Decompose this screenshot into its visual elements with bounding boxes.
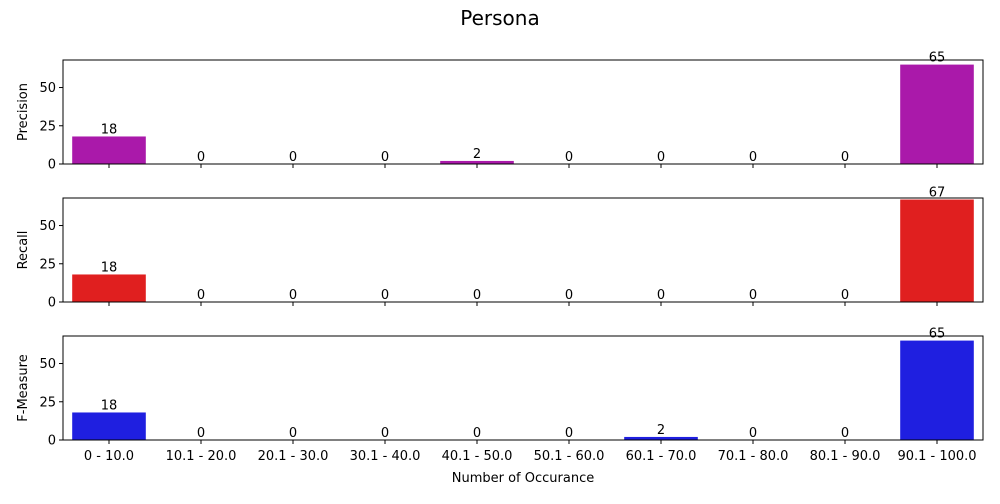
bar-value-label: 0 [473, 426, 481, 441]
x-tick-label: 90.1 - 100.0 [897, 449, 976, 464]
y-tick-label: 25 [39, 119, 56, 134]
bar [900, 199, 974, 302]
x-tick-label: 70.1 - 80.0 [718, 449, 789, 464]
y-tick-label: 50 [39, 81, 56, 96]
bar [440, 160, 514, 164]
panel-precision: 18 0 0 0 2 0 0 0 0 65 0 25 50 Precision [16, 51, 984, 173]
bar-value-label: 67 [929, 186, 946, 201]
bar-value-label: 0 [289, 288, 297, 303]
bar-value-label: 2 [473, 147, 481, 162]
bar-value-label: 0 [381, 426, 389, 441]
bar [72, 136, 146, 164]
y-axis-label: Precision [16, 83, 31, 141]
bar-value-label: 0 [841, 426, 849, 441]
bar-value-label: 0 [657, 288, 665, 303]
bar-value-label: 18 [101, 398, 118, 413]
bar-value-label: 0 [473, 288, 481, 303]
axes-frame [62, 59, 984, 165]
x-tick-label: 50.1 - 60.0 [534, 449, 605, 464]
y-tick-label: 50 [39, 357, 56, 372]
bar-value-label: 18 [101, 260, 118, 275]
bar-value-label: 0 [565, 150, 573, 165]
bar [72, 274, 146, 302]
bar [900, 340, 974, 440]
bar-value-label: 0 [565, 288, 573, 303]
bar-value-label: 0 [197, 426, 205, 441]
y-tick-label: 0 [48, 434, 56, 449]
axes-frame [62, 335, 984, 441]
axes-frame [62, 197, 984, 303]
bar [900, 64, 974, 164]
bar-value-label: 65 [929, 327, 946, 342]
bar [72, 412, 146, 440]
y-tick-label: 25 [39, 257, 56, 272]
bar-value-label: 0 [749, 426, 757, 441]
x-axis-label: Number of Occurance [452, 471, 594, 486]
bar-value-label: 0 [749, 150, 757, 165]
y-tick-label: 0 [48, 158, 56, 173]
bar-value-label: 0 [381, 150, 389, 165]
bar-value-label: 18 [101, 122, 118, 137]
bar-value-label: 0 [197, 150, 205, 165]
y-axis-label: Recall [16, 231, 31, 270]
y-tick-label: 50 [39, 219, 56, 234]
bar-value-label: 0 [381, 288, 389, 303]
bar [624, 436, 698, 440]
bar-value-label: 0 [841, 288, 849, 303]
bar-value-label: 0 [657, 150, 665, 165]
x-tick-label: 80.1 - 90.0 [810, 449, 881, 464]
x-tick-label: 10.1 - 20.0 [166, 449, 237, 464]
panel-recall: 18 0 0 0 0 0 0 0 0 67 0 25 50 Recall [16, 186, 984, 311]
bar-value-label: 65 [929, 51, 946, 66]
x-tick-label: 30.1 - 40.0 [350, 449, 421, 464]
x-tick-label: 0 - 10.0 [84, 449, 134, 464]
bar-value-label: 0 [841, 150, 849, 165]
x-tick-label: 40.1 - 50.0 [442, 449, 513, 464]
bar-value-label: 0 [197, 288, 205, 303]
y-axis-label: F-Measure [16, 354, 31, 421]
y-tick-label: 0 [48, 296, 56, 311]
panel-f-measure: 18 0 0 0 0 0 2 0 0 65 0 25 50 F-Measure 0 - 10.0 10.1 -… [16, 327, 984, 464]
x-tick-label: 60.1 - 70.0 [626, 449, 697, 464]
bar-value-label: 0 [749, 288, 757, 303]
x-tick-label: 20.1 - 30.0 [258, 449, 329, 464]
bar-value-label: 0 [289, 150, 297, 165]
bar-value-label: 2 [657, 423, 665, 438]
bar-value-label: 0 [289, 426, 297, 441]
chart-title: Persona [460, 6, 540, 30]
y-tick-label: 25 [39, 395, 56, 410]
bar-value-label: 0 [565, 426, 573, 441]
